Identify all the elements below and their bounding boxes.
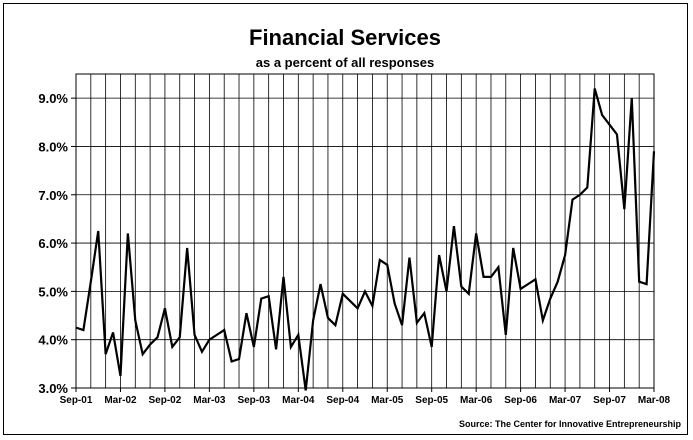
y-tick-label: 5.0% [38, 284, 68, 299]
y-tick-label: 7.0% [38, 188, 68, 203]
y-tick-label: 9.0% [38, 91, 68, 106]
gridlines [75, 74, 655, 389]
plot-area [75, 73, 655, 389]
x-tick-label: Sep-04 [326, 395, 359, 406]
x-tick-label: Mar-08 [638, 395, 671, 406]
y-tick-label: 3.0% [38, 381, 68, 396]
x-tick-label: Mar-05 [371, 395, 404, 406]
chart-title: Financial Services [249, 25, 441, 50]
x-tick-label: Sep-02 [149, 395, 182, 406]
x-tick-label: Mar-04 [282, 395, 315, 406]
x-tick-label: Sep-06 [504, 395, 537, 406]
x-tick-label: Mar-07 [549, 395, 582, 406]
source-note: Source: The Center for Innovative Entrep… [459, 419, 682, 429]
series-line [75, 88, 656, 391]
y-tick-label: 6.0% [38, 236, 68, 251]
line-chart: Financial Services as a percent of all r… [38, 25, 682, 429]
x-tick-label: Mar-06 [460, 395, 493, 406]
x-axis-ticks: Sep-01 Mar-02 Sep-02 Mar-03 Sep-03 Mar-04 Sep-… [60, 388, 671, 406]
x-tick-label: Sep-07 [593, 395, 626, 406]
y-tick-label: 4.0% [38, 333, 68, 348]
y-axis-ticks: 3.0% 4.0% 5.0% 6.0% 7.0% 8.0% 9.0% [38, 91, 76, 396]
x-tick-label: Sep-03 [237, 395, 270, 406]
series-group [75, 88, 656, 391]
chart-frame: Financial Services as a percent of all r… [3, 3, 688, 435]
chart-subtitle: as a percent of all responses [256, 55, 434, 70]
x-tick-label: Sep-01 [60, 395, 93, 406]
x-tick-label: Mar-03 [193, 395, 226, 406]
x-tick-label: Mar-02 [104, 395, 137, 406]
y-tick-label: 8.0% [38, 139, 68, 154]
x-tick-label: Sep-05 [415, 395, 448, 406]
